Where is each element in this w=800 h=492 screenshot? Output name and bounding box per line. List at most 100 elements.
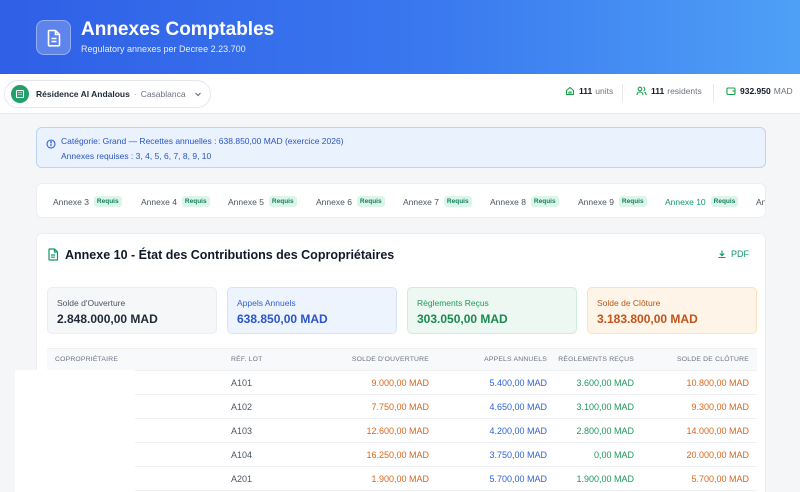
annual-calls: 4.650,00 MAD [489, 402, 547, 412]
table-row[interactable]: A201 1.900,00 MAD 5.700,00 MAD 1.900,00 … [47, 467, 757, 491]
table-row[interactable]: A104 16.250,00 MAD 3.750,00 MAD 0,00 MAD… [47, 443, 757, 467]
units-label: units [595, 86, 614, 96]
table-row[interactable]: A102 7.750,00 MAD 4.650,00 MAD 3.100,00 … [47, 395, 757, 419]
summary-value: 638.850,00 MAD [237, 312, 328, 326]
tab-label: Annexe 10 [665, 196, 706, 207]
residents-count: 111 [651, 86, 665, 96]
info-icon [46, 136, 56, 154]
units-stat: 111 units [565, 86, 613, 96]
pdf-download-button[interactable]: PDF [717, 249, 749, 259]
opening-balance: 12.600,00 MAD [366, 426, 429, 436]
receipts: 3.600,00 MAD [576, 378, 634, 388]
required-annexes-text: Annexes requises : 3, 4, 5, 6, 7, 8, 9, … [61, 151, 212, 161]
table-row[interactable]: A103 12.600,00 MAD 4.200,00 MAD 2.800,00… [47, 419, 757, 443]
annual-calls: 5.400,00 MAD [489, 378, 547, 388]
category-notice: Catégorie: Grand — Recettes annuelles : … [36, 127, 766, 168]
tab-annexe-8[interactable]: Annexe 8 Requis [490, 184, 559, 217]
receipts: 1.900,00 MAD [576, 474, 634, 484]
summary-label: Solde d'Ouverture [57, 298, 126, 308]
pdf-label: PDF [731, 249, 749, 259]
tab-annexe-overflow[interactable]: An [756, 184, 765, 217]
opening-balance: 9.000,00 MAD [371, 378, 429, 388]
residence-bar: Résidence Al Andalous · Casablanca [0, 74, 800, 114]
required-badge: Requis [93, 196, 122, 207]
chevron-down-icon [194, 90, 202, 98]
stat-divider [622, 84, 623, 102]
tab-label: Annexe 4 [141, 196, 177, 207]
summary-value: 2.848.000,00 MAD [57, 312, 158, 326]
category-revenue-text: Catégorie: Grand — Recettes annuelles : … [61, 136, 344, 146]
tab-label: Annexe 9 [578, 196, 614, 207]
opening-balance: 1.900,00 MAD [371, 474, 429, 484]
required-badge: Requis [530, 196, 559, 207]
closing-balance: 14.000,00 MAD [686, 426, 749, 436]
lot-ref: A101 [231, 378, 253, 388]
table-header: COPROPRIÉTAIRE RÉF. LOT SOLDE D'OUVERTUR… [47, 348, 757, 371]
lot-ref: A103 [231, 426, 253, 436]
summary-value: 3.183.800,00 MAD [597, 312, 698, 326]
annex-10-card: Annexe 10 - État des Contributions des C… [36, 233, 766, 492]
column-opening[interactable]: SOLDE D'OUVERTURE [351, 356, 429, 363]
residence-selector[interactable]: Résidence Al Andalous · Casablanca [4, 80, 211, 108]
receipts: 0,00 MAD [593, 450, 634, 460]
wallet-icon [726, 87, 736, 96]
tab-label: Annexe 5 [228, 196, 264, 207]
units-count: 111 [579, 86, 593, 96]
residence-separator: · [133, 89, 137, 99]
summary-value: 303.050,00 MAD [417, 312, 508, 326]
card-title: Annexe 10 - État des Contributions des C… [65, 248, 395, 262]
residents-stat: 111 residents [636, 86, 702, 96]
receipts: 3.100,00 MAD [576, 402, 634, 412]
opening-balance: 7.750,00 MAD [371, 402, 429, 412]
tab-annexe-5[interactable]: Annexe 5 Requis [228, 184, 297, 217]
tab-annexe-7[interactable]: Annexe 7 Requis [403, 184, 472, 217]
users-icon [636, 86, 647, 96]
column-lot[interactable]: RÉF. LOT [231, 356, 263, 363]
tab-label: Annexe 3 [53, 196, 89, 207]
column-calls[interactable]: APPELS ANNUELS [484, 356, 547, 363]
opening-balance-summary: Solde d'Ouverture 2.848.000,00 MAD [47, 287, 217, 334]
required-badge: Requis [710, 196, 739, 207]
closing-balance: 5.700,00 MAD [691, 474, 749, 484]
annual-calls-summary: Appels Annuels 638.850,00 MAD [227, 287, 397, 334]
residents-label: residents [667, 86, 702, 96]
summary-label: Règlements Reçus [417, 298, 489, 308]
column-owner[interactable]: COPROPRIÉTAIRE [55, 356, 119, 363]
receipts-summary: Règlements Reçus 303.050,00 MAD [407, 287, 577, 334]
page-subtitle: Regulatory annexes per Decree 2.23.700 [81, 44, 246, 54]
tab-annexe-9[interactable]: Annexe 9 Requis [578, 184, 647, 217]
annual-calls: 4.200,00 MAD [489, 426, 547, 436]
building-icon [11, 85, 29, 103]
tab-label: Annexe 7 [403, 196, 439, 207]
required-badge: Requis [443, 196, 472, 207]
receipts: 2.800,00 MAD [576, 426, 634, 436]
summary-label: Solde de Clôture [597, 298, 661, 308]
closing-balance: 20.000,00 MAD [686, 450, 749, 460]
page-title: Annexes Comptables [81, 19, 275, 40]
redaction-overlay [15, 370, 135, 492]
tab-label: Annexe 6 [316, 196, 352, 207]
tab-annexe-4[interactable]: Annexe 4 Requis [141, 184, 210, 217]
lot-ref: A201 [231, 474, 253, 484]
lot-ref: A102 [231, 402, 253, 412]
tab-annexe-10[interactable]: Annexe 10 Requis [665, 184, 739, 217]
column-closing[interactable]: SOLDE DE CLÔTURE [677, 356, 749, 363]
required-badge: Requis [268, 196, 297, 207]
annex-tabs: Annexe 3 Requis Annexe 4 Requis Annexe 5… [36, 183, 766, 218]
column-receipts[interactable]: RÈGLEMENTS REÇUS [558, 356, 634, 363]
home-icon [565, 86, 575, 96]
opening-balance: 16.250,00 MAD [366, 450, 429, 460]
residence-name: Résidence Al Andalous [36, 89, 130, 99]
tab-annexe-6[interactable]: Annexe 6 Requis [316, 184, 385, 217]
summary-label: Appels Annuels [237, 298, 296, 308]
closing-balance: 9.300,00 MAD [691, 402, 749, 412]
lot-ref: A104 [231, 450, 253, 460]
closing-balance-summary: Solde de Clôture 3.183.800,00 MAD [587, 287, 757, 334]
balance-value: 932.950 [740, 86, 771, 96]
table-row[interactable]: A101 9.000,00 MAD 5.400,00 MAD 3.600,00 … [47, 371, 757, 395]
document-icon [36, 20, 71, 55]
tab-annexe-3[interactable]: Annexe 3 Requis [53, 184, 122, 217]
required-badge: Requis [356, 196, 385, 207]
document-icon [47, 248, 59, 266]
balance-stat: 932.950 MAD [726, 86, 793, 96]
